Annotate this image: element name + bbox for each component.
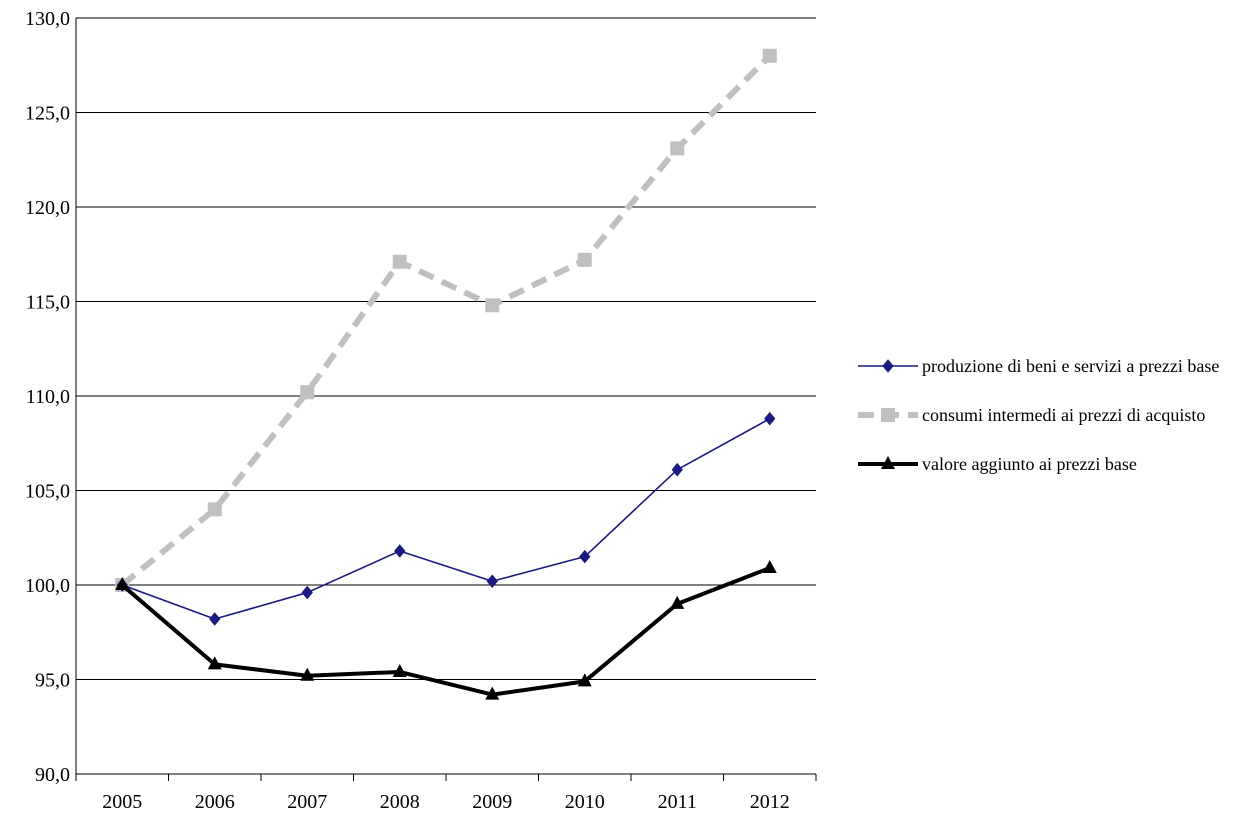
series-triangle	[115, 559, 777, 700]
data-point	[577, 252, 592, 267]
x-tick-label: 2010	[565, 791, 605, 813]
data-point	[115, 577, 130, 590]
legend-marker	[881, 456, 895, 469]
legend-marker	[882, 359, 894, 373]
y-tick-label: 90,0	[35, 764, 70, 786]
y-tick-label: 125,0	[25, 103, 70, 125]
data-point	[300, 667, 315, 681]
series-line	[121, 417, 771, 620]
y-tick-label: 100,0	[25, 575, 70, 597]
legend-item: produzione di beni e servizi a prezzi ba…	[858, 356, 1219, 376]
x-tick-label: 2011	[658, 791, 697, 813]
data-point	[762, 559, 777, 573]
x-axis: 2005 2006 2007 2008 2009 2010 2011 2012	[75, 18, 817, 813]
data-point	[485, 686, 500, 700]
x-tick-label: 2006	[195, 791, 235, 813]
data-point	[394, 544, 406, 558]
data-point	[670, 595, 685, 609]
legend: produzione di beni e servizi a prezzi ba…	[858, 356, 1219, 474]
data-point	[392, 663, 407, 677]
y-tick-label: 130,0	[25, 8, 70, 30]
legend-item: consumi intermedi ai prezzi di acquisto	[858, 405, 1205, 425]
data-point	[207, 656, 222, 670]
y-tick-label: 120,0	[25, 197, 70, 219]
legend-item: valore aggiunto ai prezzi base	[858, 454, 1137, 474]
y-tick-label: 110,0	[26, 386, 70, 408]
data-point	[301, 585, 313, 600]
data-point	[209, 612, 221, 626]
y-tick-label: 105,0	[25, 481, 70, 503]
data-point	[300, 385, 315, 400]
data-point	[764, 411, 776, 426]
x-tick-label: 2009	[472, 791, 512, 813]
x-tick-label: 2005	[102, 791, 142, 813]
legend-label: produzione di beni e servizi a prezzi ba…	[922, 356, 1219, 376]
legend-label: valore aggiunto ai prezzi base	[922, 454, 1137, 474]
data-point	[671, 462, 683, 477]
data-point	[392, 254, 407, 269]
legend-label: consumi intermedi ai prezzi di acquisto	[922, 405, 1205, 425]
series-line	[120, 566, 771, 697]
x-tick-label: 2007	[287, 791, 327, 813]
data-point	[762, 48, 777, 63]
data-point	[486, 574, 498, 589]
gridlines	[76, 17, 816, 680]
series-layer	[115, 48, 777, 700]
series-diamond	[116, 411, 776, 626]
series-square	[115, 48, 777, 592]
data-point	[579, 549, 591, 564]
y-axis-tick-labels: 90,0 95,0 100,0 105,0 110,0 115,0 120,0 125,0 13…	[25, 8, 70, 786]
y-tick-label: 115,0	[26, 292, 70, 314]
y-tick-label: 95,0	[35, 670, 70, 692]
data-point	[670, 141, 685, 156]
x-tick-label: 2008	[380, 791, 420, 813]
x-tick-label: 2012	[750, 791, 790, 813]
legend-marker	[881, 408, 895, 422]
data-point	[207, 502, 222, 517]
data-point	[485, 298, 500, 313]
series-line	[120, 53, 772, 588]
data-point	[577, 673, 592, 687]
